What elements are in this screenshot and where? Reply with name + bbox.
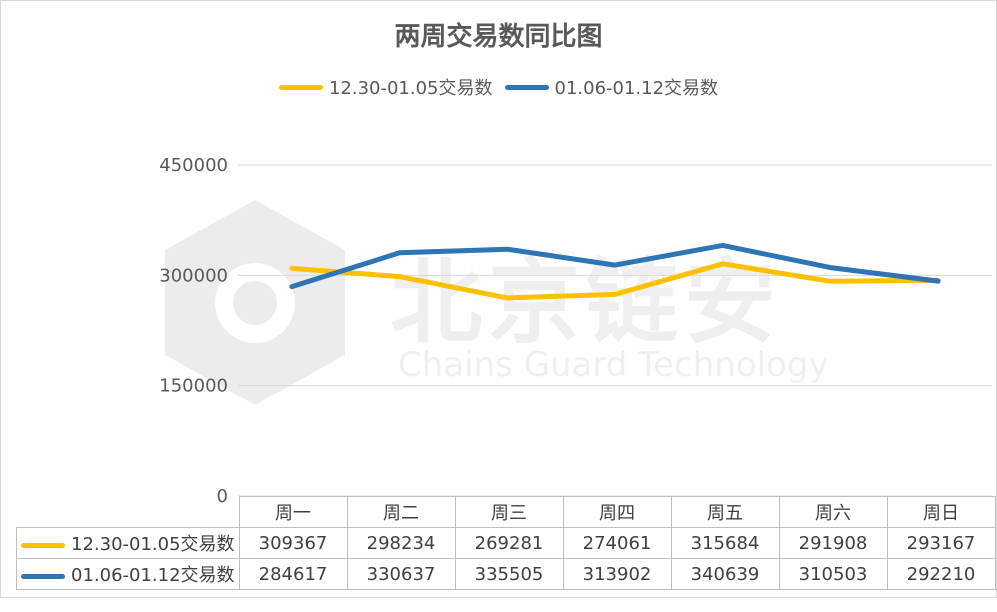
y-tick-label: 0: [217, 486, 228, 507]
table-cell: 330637: [346, 558, 456, 590]
watermark-text-en: Chains Guard Technology: [398, 345, 829, 385]
table-series-label: 01.06-01.12交易数: [16, 558, 240, 590]
table-key-series-2: [21, 573, 65, 579]
legend-item-series-2: 01.06-01.12交易数: [504, 74, 719, 100]
table-col-header: 周日: [886, 496, 996, 528]
y-tick-label: 450000: [159, 155, 228, 176]
table-cell: 315684: [670, 527, 780, 559]
table-cell: 340639: [670, 558, 780, 590]
data-point: [936, 279, 940, 283]
data-point: [505, 247, 509, 251]
table-col-header: 周六: [778, 496, 888, 528]
table-cell: 284617: [238, 558, 348, 590]
table-series-label: 12.30-01.05交易数: [16, 527, 240, 559]
data-point: [721, 262, 725, 266]
data-point: [398, 251, 402, 255]
data-table: 周一 周二 周三 周四 周五 周六 周日 12.30-01.05交易数 3093…: [16, 496, 996, 590]
legend-item-series-1: 12.30-01.05交易数: [278, 74, 493, 100]
table-series-name: 12.30-01.05交易数: [71, 534, 235, 555]
legend: 12.30-01.05交易数 01.06-01.12交易数: [0, 74, 997, 100]
watermark-logo-icon: [165, 200, 345, 405]
legend-label-series-1: 12.30-01.05交易数: [328, 78, 493, 99]
data-point: [505, 296, 509, 300]
y-tick-label: 150000: [159, 376, 228, 397]
data-point: [290, 285, 294, 289]
table-key-series-1: [21, 542, 65, 548]
data-point: [398, 275, 402, 279]
table-cell: 298234: [346, 527, 456, 559]
data-point: [613, 263, 617, 267]
data-point: [290, 266, 294, 270]
table-cell: 293167: [886, 527, 996, 559]
legend-swatch-series-1: [278, 84, 323, 90]
table-cell: 269281: [454, 527, 564, 559]
data-point: [828, 266, 832, 270]
table-col-header: 周四: [562, 496, 672, 528]
data-point: [828, 279, 832, 283]
table-cell: 292210: [886, 558, 996, 590]
table-row: 12.30-01.05交易数 309367 298234 269281 2740…: [16, 527, 996, 559]
legend-swatch-series-2: [504, 84, 549, 90]
table-cell: 310503: [778, 558, 888, 590]
table-cell: 313902: [562, 558, 672, 590]
table-row: 01.06-01.12交易数 284617 330637 335505 3139…: [16, 558, 996, 590]
y-tick-label: 300000: [159, 265, 228, 286]
table-cell: 291908: [778, 527, 888, 559]
table-col-header: 周五: [670, 496, 780, 528]
table-header-row: 周一 周二 周三 周四 周五 周六 周日: [17, 496, 996, 528]
data-point: [613, 292, 617, 296]
legend-label-series-2: 01.06-01.12交易数: [554, 78, 719, 99]
table-col-header: 周一: [238, 496, 348, 528]
table-cell: 309367: [238, 527, 348, 559]
table-cell: 274061: [562, 527, 672, 559]
chart-title: 两周交易数同比图: [394, 22, 603, 52]
table-col-header: 周二: [346, 496, 456, 528]
table-series-name: 01.06-01.12交易数: [71, 565, 235, 586]
table-col-header: 周三: [454, 496, 564, 528]
data-point: [721, 243, 725, 247]
table-cell: 335505: [454, 558, 564, 590]
table-corner: [17, 497, 240, 528]
